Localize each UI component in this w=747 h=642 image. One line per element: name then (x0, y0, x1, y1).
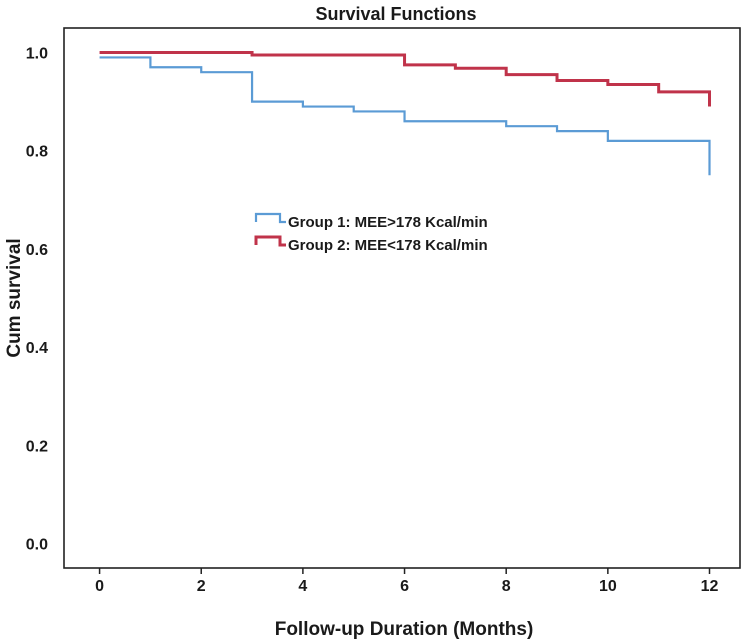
legend-swatch-group-2 (254, 235, 286, 247)
x-axis-ticks: 0 2 4 6 8 10 12 (95, 568, 719, 595)
y-axis-title: Cum survival (4, 238, 25, 357)
legend-label-group-1: Group 1: MEE>178 Kcal/min (288, 214, 488, 231)
x-tick-label: 0 (95, 578, 104, 595)
legend-swatch-group-1 (254, 212, 286, 224)
y-tick-label: 1.0 (26, 46, 48, 63)
chart-title: Survival Functions (315, 4, 476, 24)
plot-frame (63, 27, 741, 569)
x-tick-label: 12 (701, 578, 719, 595)
x-tick-label: 2 (197, 578, 206, 595)
legend-label-group-2: Group 2: MEE<178 Kcal/min (288, 237, 488, 254)
y-tick-label: 0.8 (26, 144, 48, 161)
x-tick-label: 6 (400, 578, 409, 595)
y-tick-label: 0.4 (26, 340, 48, 357)
x-tick-label: 4 (298, 578, 307, 595)
y-tick-label: 0.6 (26, 242, 48, 259)
y-tick-label: 0.0 (26, 536, 48, 553)
x-axis-title: Follow-up Duration (Months) (275, 619, 534, 640)
y-axis-ticks: 0.0 0.2 0.4 0.6 0.8 1.0 (26, 46, 48, 554)
legend: Group 1: MEE>178 Kcal/min Group 2: MEE<17… (254, 212, 488, 254)
series-layer (99, 51, 712, 176)
x-tick-label: 8 (502, 578, 511, 595)
survival-curve-group-1 (99, 56, 711, 176)
x-tick-label: 10 (599, 578, 617, 595)
y-tick-label: 0.2 (26, 438, 48, 455)
survival-curve-group-2 (99, 51, 712, 107)
